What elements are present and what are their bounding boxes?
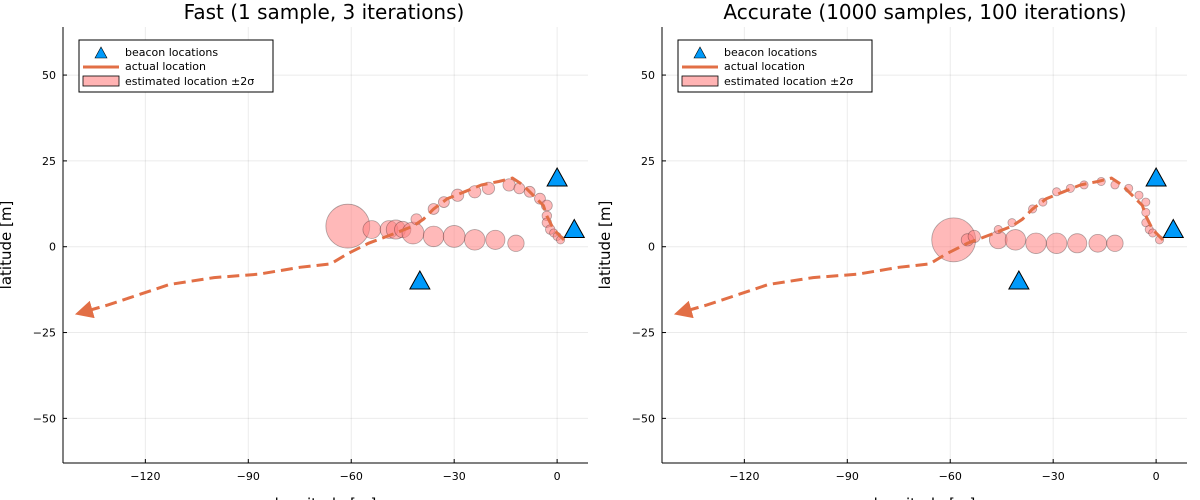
panel-1: Fast (1 sample, 3 iterations) −120 −90 −60 −…: [0, 0, 588, 500]
estimate-ellipse: [1045, 232, 1068, 254]
y-tick-label: 25: [42, 155, 56, 168]
estimate-ellipse: [442, 225, 466, 248]
estimate-ellipse: [362, 220, 382, 239]
panel-2: Accurate (1000 samples, 100 iterations) −…: [596, 0, 1187, 500]
legend-label-beacon: beacon locations: [125, 46, 218, 59]
estimate-ellipse: [422, 225, 445, 248]
beacon-marker: [1008, 270, 1030, 290]
estimate-ellipse: [1106, 234, 1124, 252]
x-tick-label: −120: [130, 470, 160, 483]
y-tick-label: 0: [648, 241, 655, 254]
plot-area: [673, 167, 1185, 319]
legend-label-beacon: beacon locations: [724, 46, 817, 59]
x-tick-label: −90: [237, 470, 260, 483]
grid: [63, 27, 588, 463]
legend-beacon-swatch: [94, 46, 108, 59]
y-tick-label: 0: [49, 241, 56, 254]
y-tick-label: −50: [632, 412, 655, 425]
y-tick-label: 50: [42, 69, 56, 82]
chart-title: Fast (1 sample, 3 iterations): [184, 0, 465, 24]
x-axis-label: longitude [m]: [874, 495, 976, 500]
estimate-ellipse: [513, 182, 526, 195]
legend-label-actual: actual location: [724, 60, 805, 73]
y-tick-label: −25: [632, 327, 655, 340]
beacon-marker: [409, 270, 431, 290]
x-tick-label: −30: [1042, 470, 1065, 483]
estimate-ellipse: [967, 229, 981, 243]
x-axis-label: longitude [m]: [275, 495, 377, 500]
plot-area: [74, 167, 586, 319]
y-axis-label: latitude [m]: [0, 201, 15, 290]
estimate-ellipse: [1088, 233, 1108, 253]
x-tick-label: −60: [340, 470, 363, 483]
y-tick-label: −25: [33, 327, 56, 340]
estimate-ellipse: [1134, 190, 1144, 200]
legend-label-estimate: estimated location ±2σ: [125, 75, 254, 88]
estimate-ellipse: [1025, 232, 1047, 254]
estimate-ellipse: [1004, 229, 1027, 251]
estimate-ellipse: [464, 229, 486, 251]
estimate-ellipse: [1141, 197, 1151, 207]
actual-location-path: [74, 176, 566, 319]
beacon-marker: [1145, 167, 1167, 187]
beacon-marker: [546, 167, 568, 187]
x-tick-label: 0: [554, 470, 561, 483]
estimate-ellipse: [507, 234, 525, 252]
x-tick-label: −120: [729, 470, 759, 483]
estimate-ellipse: [485, 229, 506, 250]
y-tick-label: 50: [641, 69, 655, 82]
estimate-ellipse: [468, 185, 482, 199]
x-tick-label: −30: [443, 470, 466, 483]
y-axis-label: latitude [m]: [596, 201, 614, 290]
legend-label-estimate: estimated location ±2σ: [724, 75, 853, 88]
legend-label-actual: actual location: [125, 60, 206, 73]
actual-location-path: [673, 176, 1165, 319]
x-tick-label: 0: [1153, 470, 1160, 483]
estimate-ellipse: [401, 221, 425, 245]
chart-title: Accurate (1000 samples, 100 iterations): [723, 0, 1126, 24]
beacon-marker: [1162, 218, 1185, 239]
legend-estimate-swatch: [82, 75, 120, 87]
estimate-ellipse: [1067, 233, 1088, 254]
beacon-marker: [563, 218, 586, 239]
x-tick-label: −60: [939, 470, 962, 483]
legend-beacon-swatch: [693, 46, 707, 59]
x-tick-label: −90: [836, 470, 859, 483]
legend-estimate-swatch: [681, 75, 719, 87]
y-tick-label: −50: [33, 412, 56, 425]
y-tick-label: 25: [641, 155, 655, 168]
